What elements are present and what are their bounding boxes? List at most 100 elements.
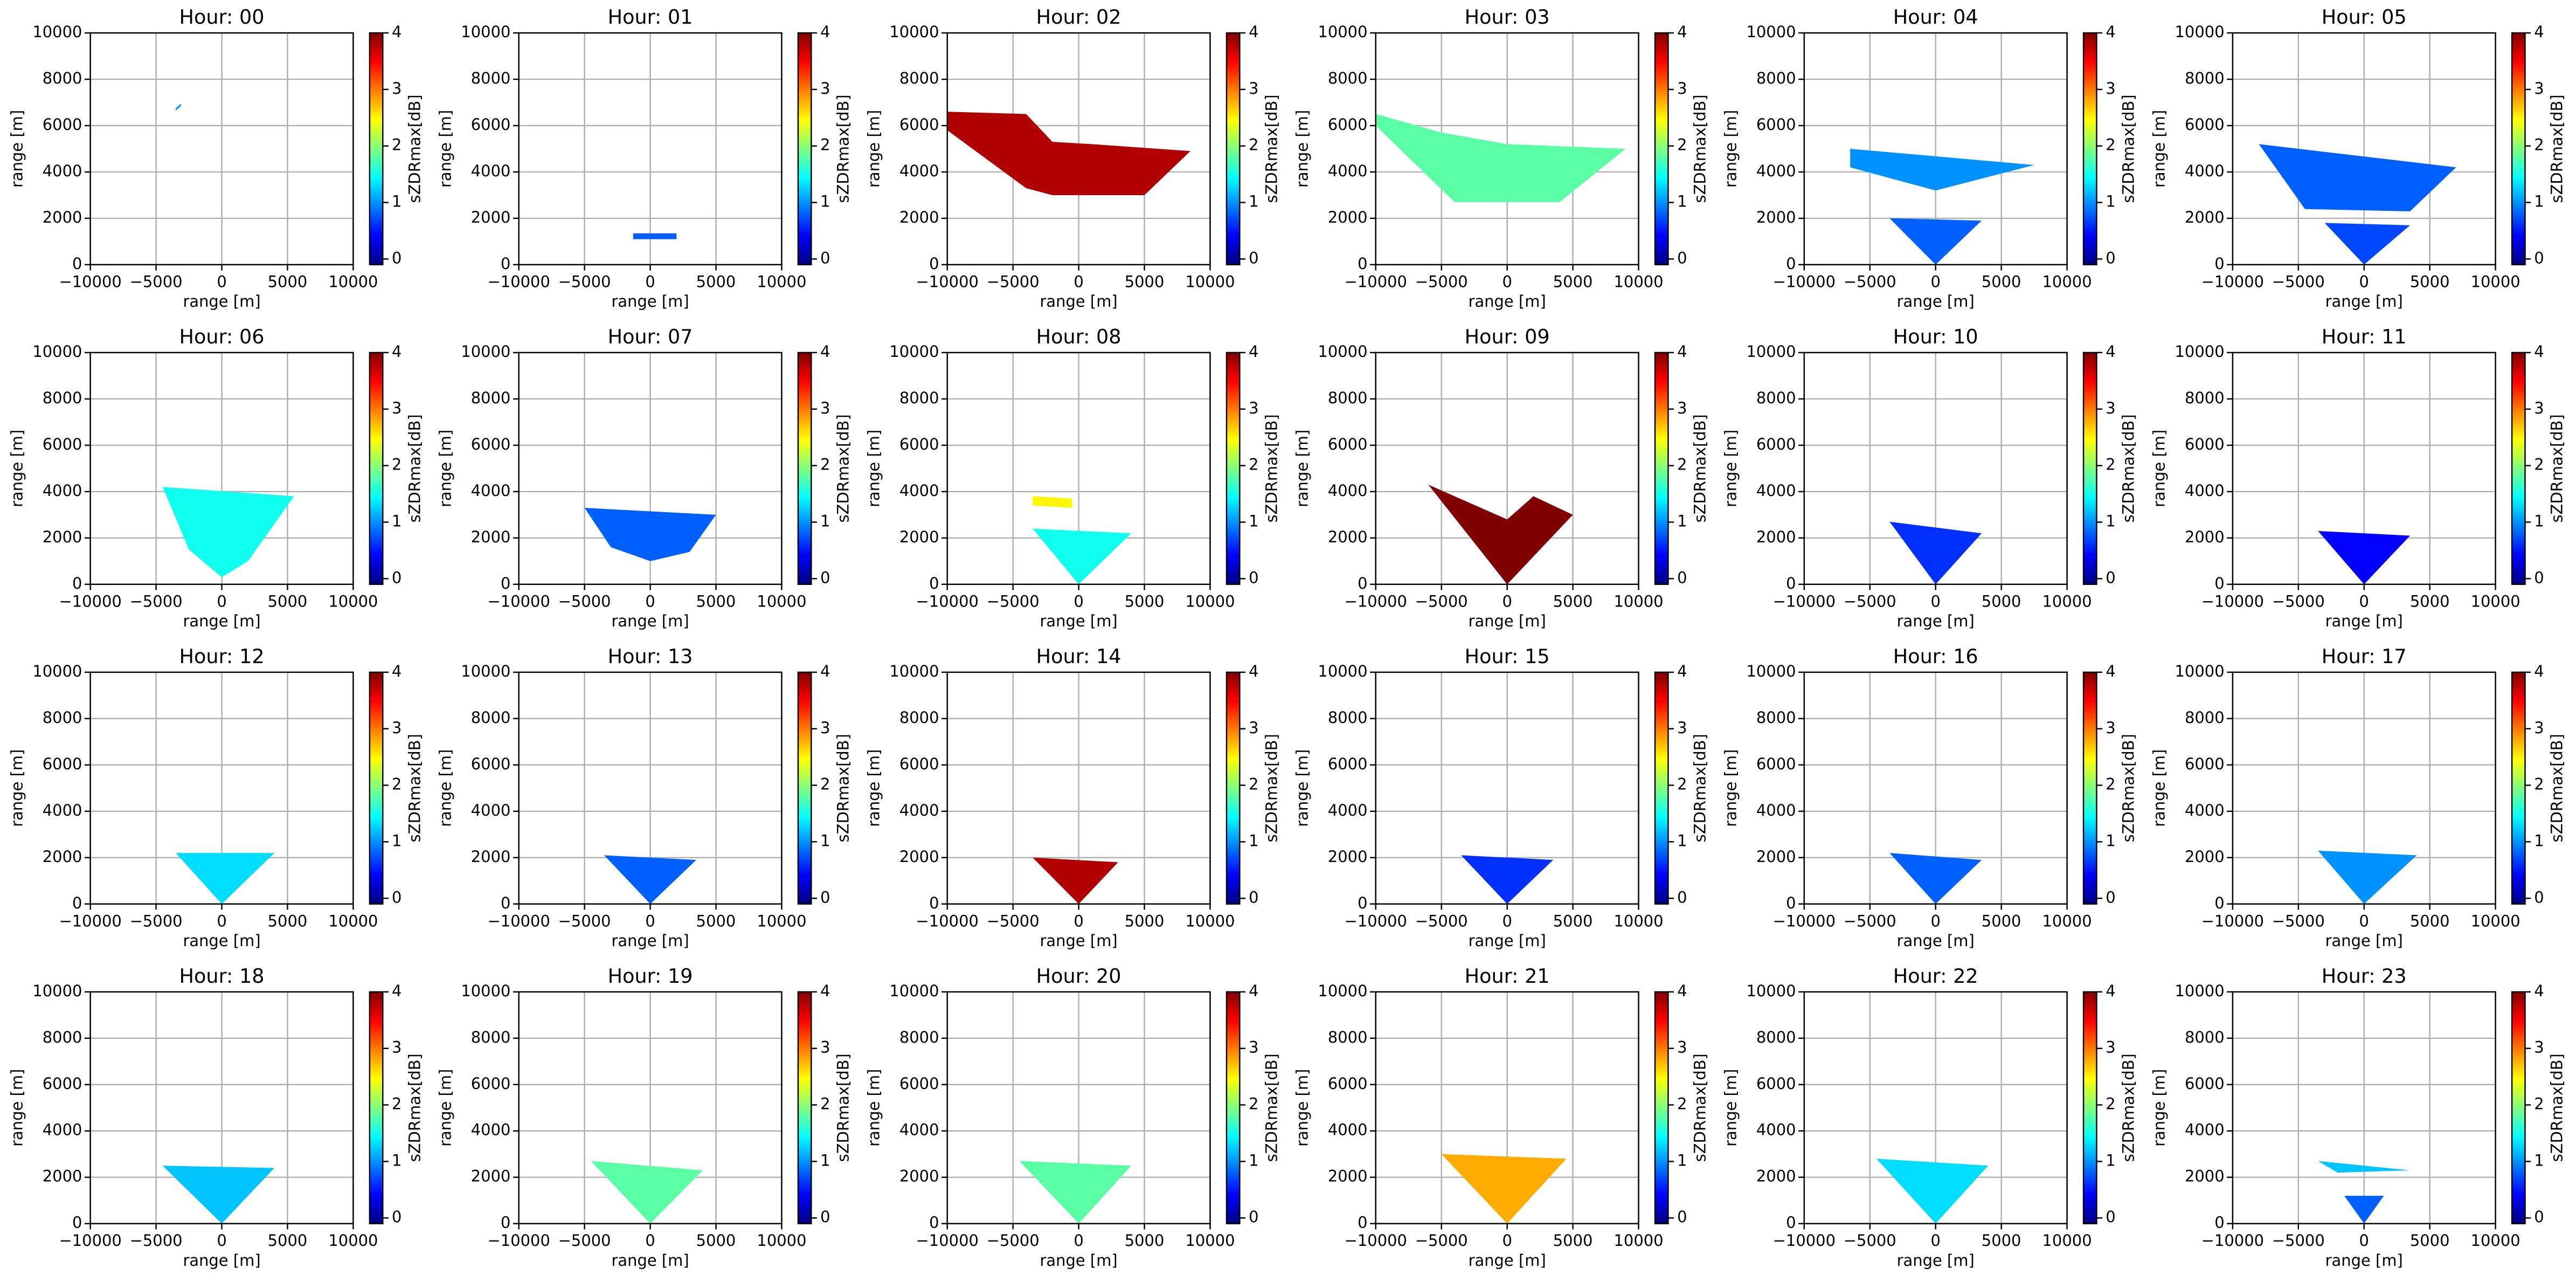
subplot-title: Hour: 00 [179,5,265,29]
y-tick-label: 0 [501,574,510,592]
y-tick-label: 8000 [43,1028,82,1046]
y-tick-label: 0 [929,1214,939,1232]
y-tick-label: 4000 [43,1121,82,1139]
x-tick-label: 10000 [2042,912,2092,930]
x-tick-label: 0 [645,912,655,930]
y-axis-label: range [m] [1293,430,1312,507]
x-tick-label: 0 [645,592,655,610]
subplot: −10000 −5000 0 5000 100000200040006000800010… [2150,5,2566,311]
colorbar-tick-label: 0 [1249,249,1258,267]
subplot: −10000 −5000 0 5000 100000200040006000800010… [2150,325,2566,630]
colorbar-label: sZDRmax[dB] [1262,734,1280,842]
colorbar-tick-label: 1 [2106,831,2115,850]
subplot: −10000 −5000 0 5000 100000200040006000800010… [437,645,853,950]
subplot: −10000 −5000 0 5000 100000200040006000800010… [8,645,424,950]
x-tick-label: −5000 [2272,272,2325,291]
colorbar-tick-label: 3 [1677,1038,1687,1057]
subplot-title: Hour: 23 [2322,964,2407,988]
y-tick-label: 8000 [2185,69,2225,87]
colorbar-label: sZDRmax[dB] [2119,734,2137,842]
x-tick-label: 5000 [696,1231,736,1250]
y-tick-label: 10000 [461,982,510,1000]
x-tick-label: 5000 [1125,272,1165,291]
colorbar-label: sZDRmax[dB] [405,734,424,842]
colorbar-tick-label: 1 [2534,192,2544,211]
x-tick-label: 5000 [1982,272,2021,291]
colorbar-label: sZDRmax[dB] [834,1053,852,1162]
subplot-title: Hour: 11 [2322,325,2407,348]
y-tick-label: 0 [2214,1214,2224,1232]
y-tick-label: 0 [1786,574,1796,592]
axes-frame [946,991,1211,1224]
data-region [1375,114,1626,202]
data-region [2344,1196,2384,1224]
x-tick-label: 10000 [1614,272,1663,291]
colorbar-tick-label: 2 [1677,775,1687,794]
y-tick-label: 4000 [471,162,511,180]
x-tick-label: −10000 [59,1231,121,1250]
y-tick-label: 6000 [1756,1074,1796,1093]
y-tick-label: 6000 [1328,755,1368,773]
y-tick-label: 4000 [1328,162,1368,180]
x-tick-label: −10000 [59,912,121,930]
y-tick-label: 8000 [1328,69,1368,87]
y-tick-label: 0 [1786,1214,1796,1232]
colorbar-tick-label: 4 [2106,982,2115,1000]
colorbar [2082,671,2097,905]
colorbar-tick-label: 1 [392,512,401,530]
y-tick-label: 6000 [2185,1074,2225,1093]
x-tick-label: 0 [1502,1231,1512,1250]
y-axis-label: range [m] [8,1069,26,1147]
x-tick-label: −5000 [2272,912,2325,930]
y-tick-label: 0 [1358,574,1367,592]
y-tick-label: 2000 [471,528,511,546]
subplot: −10000 −5000 0 5000 100000200040006000800010… [8,964,424,1270]
x-tick-label: −10000 [488,592,550,610]
colorbar-tick-label: 4 [2106,662,2115,680]
y-tick-label: 8000 [1328,1028,1368,1046]
x-tick-label: 5000 [268,912,308,930]
colorbar-tick-label: 3 [2106,1038,2115,1057]
y-tick-label: 10000 [461,23,510,41]
x-tick-label: −10000 [2201,272,2264,291]
colorbar-tick-label: 0 [392,249,401,267]
colorbar-tick-label: 0 [1249,888,1258,906]
x-tick-label: 5000 [696,912,736,930]
colorbar-label: sZDRmax[dB] [834,414,852,522]
colorbar-tick-label: 2 [820,456,830,474]
x-tick-label: 10000 [1185,912,1235,930]
colorbar-tick-label: 2 [1249,456,1258,474]
data-region [1033,857,1118,904]
x-tick-label: 5000 [1553,912,1593,930]
colorbar-tick-label: 0 [2106,568,2115,587]
y-axis-label: range [m] [865,1069,883,1147]
colorbar-tick-label: 4 [2534,982,2544,1000]
y-tick-label: 10000 [32,982,82,1000]
x-tick-label: 10000 [757,592,806,610]
colorbar-tick-label: 0 [2534,1208,2544,1226]
x-axis-label: range [m] [2325,932,2403,950]
y-tick-label: 8000 [1756,708,1796,727]
colorbar-tick-label: 0 [1249,1208,1258,1226]
colorbar [1654,32,1669,266]
y-tick-label: 2000 [1756,528,1796,546]
y-tick-label: 2000 [899,1167,939,1185]
colorbar-tick-label: 0 [820,249,830,267]
axes-frame [89,671,354,905]
x-tick-label: 5000 [268,272,308,291]
subplot: −10000 −5000 0 5000 100000200040006000800010… [2150,645,2566,950]
x-axis-label: range [m] [611,932,689,950]
y-tick-label: 10000 [461,342,510,361]
y-axis-label: range [m] [8,749,26,827]
x-tick-label: 10000 [328,1231,378,1250]
y-tick-label: 10000 [1746,662,1796,680]
x-tick-label: 5000 [2410,272,2450,291]
y-tick-label: 2000 [471,847,511,866]
colorbar-tick-label: 2 [2534,1095,2544,1113]
colorbar-tick-label: 3 [2534,79,2544,98]
y-tick-label: 6000 [471,435,511,453]
y-tick-label: 2000 [899,847,939,866]
y-tick-label: 0 [1358,254,1367,273]
data-region [584,507,716,561]
subplot-title: Hour: 05 [2322,5,2407,29]
